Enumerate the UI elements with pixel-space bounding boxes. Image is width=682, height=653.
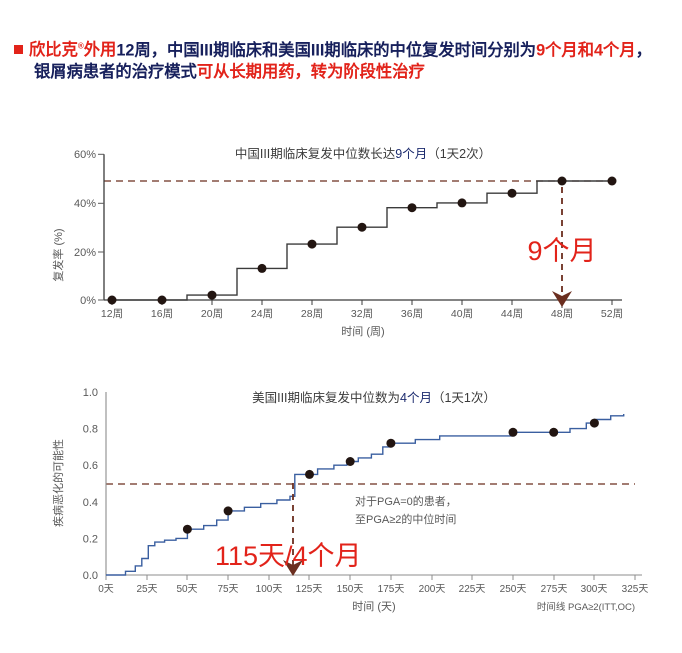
svg-text:25天: 25天	[136, 584, 157, 595]
svg-text:125天: 125天	[296, 584, 323, 595]
svg-text:75天: 75天	[217, 584, 238, 595]
svg-text:44周: 44周	[501, 308, 523, 320]
svg-text:1.0: 1.0	[83, 387, 98, 399]
svg-text:150天: 150天	[337, 584, 364, 595]
svg-text:325天: 325天	[622, 584, 649, 595]
svg-text:48周: 48周	[551, 308, 573, 320]
svg-text:50天: 50天	[176, 584, 197, 595]
svg-text:52周: 52周	[601, 308, 623, 320]
svg-text:0天: 0天	[98, 584, 114, 595]
svg-text:36周: 36周	[401, 308, 423, 320]
svg-text:40%: 40%	[74, 198, 96, 210]
svg-text:100天: 100天	[256, 584, 283, 595]
svg-text:175天: 175天	[378, 584, 405, 595]
svg-text:250天: 250天	[500, 584, 527, 595]
svg-text:疾病恶化的可能性: 疾病恶化的可能性	[51, 439, 65, 527]
svg-text:20周: 20周	[201, 308, 223, 320]
svg-text:美国III期临床复发中位数为4个月（1天1次）: 美国III期临床复发中位数为4个月（1天1次）	[252, 390, 496, 405]
svg-text:16周: 16周	[151, 308, 173, 320]
svg-text:0.2: 0.2	[83, 533, 98, 545]
svg-text:32周: 32周	[351, 308, 373, 320]
svg-text:225天: 225天	[459, 584, 486, 595]
svg-text:28周: 28周	[301, 308, 323, 320]
svg-text:时间线 PGA≥2(ITT,OC): 时间线 PGA≥2(ITT,OC)	[537, 601, 635, 613]
svg-text:时间 (天): 时间 (天)	[352, 600, 395, 613]
svg-text:9个月: 9个月	[527, 236, 596, 266]
svg-text:200天: 200天	[419, 584, 446, 595]
svg-text:对于PGA=0的患者，: 对于PGA=0的患者，	[355, 494, 457, 508]
svg-text:115天/4个月: 115天/4个月	[215, 541, 362, 571]
svg-text:至PGA≥2的中位时间: 至PGA≥2的中位时间	[355, 512, 456, 526]
svg-text:0%: 0%	[80, 295, 96, 307]
svg-text:0.4: 0.4	[83, 497, 98, 509]
svg-text:中国III期临床复发中位数长达9个月（1天2次）: 中国III期临床复发中位数长达9个月（1天2次）	[235, 146, 491, 161]
svg-text:275天: 275天	[541, 584, 568, 595]
svg-text:20%: 20%	[74, 247, 96, 259]
svg-text:0.0: 0.0	[83, 570, 98, 582]
svg-text:时间 (周): 时间 (周)	[341, 325, 384, 338]
svg-text:300天: 300天	[581, 584, 608, 595]
svg-text:复发率 (%): 复发率 (%)	[51, 228, 65, 281]
svg-text:40周: 40周	[451, 308, 473, 320]
svg-text:0.6: 0.6	[83, 460, 98, 472]
svg-text:60%: 60%	[74, 149, 96, 161]
svg-text:24周: 24周	[251, 308, 273, 320]
svg-text:0.8: 0.8	[83, 424, 98, 436]
svg-text:12周: 12周	[101, 308, 123, 320]
